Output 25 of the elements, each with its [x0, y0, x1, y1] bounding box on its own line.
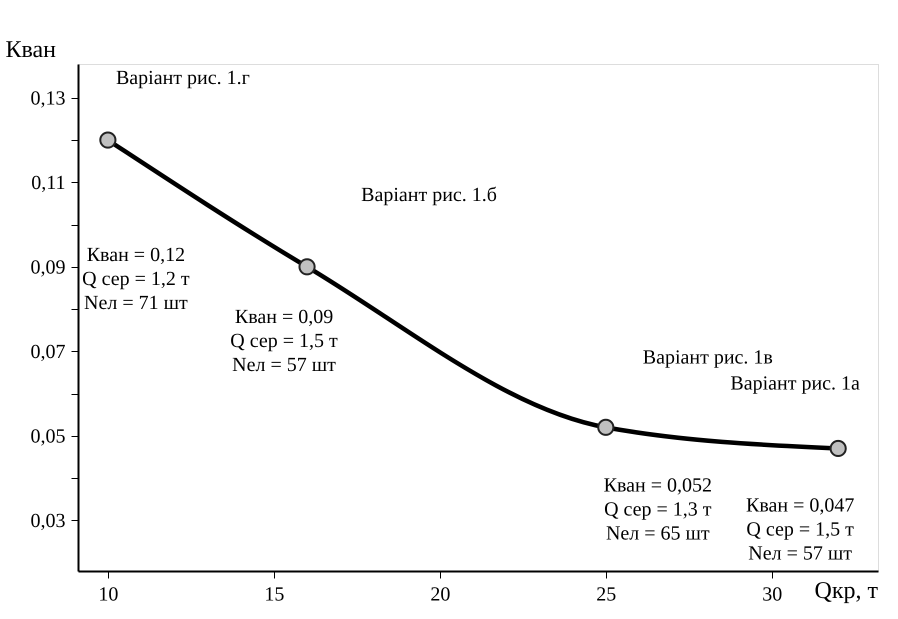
- x-tick-label: 25: [596, 584, 616, 606]
- point: [830, 440, 847, 458]
- annotation: Варіант рис. 1.б: [361, 184, 497, 206]
- x-tick-label: 30: [762, 584, 782, 606]
- x-tick-label: 15: [264, 584, 284, 606]
- y-tick-label: 0,09: [30, 256, 66, 278]
- point: [99, 131, 116, 149]
- annotation: Кван = 0,052 Q сер = 1,3 т Nел = 65 шт: [604, 474, 712, 544]
- y-tick-label: 0,13: [30, 87, 66, 110]
- y-tick-label: 0,03: [30, 510, 66, 532]
- point: [298, 258, 316, 276]
- annotation: Варіант рис. 1а: [730, 372, 860, 394]
- x-tick-label: 10: [98, 584, 118, 606]
- point: [597, 418, 614, 436]
- y-tick-label: 0,07: [30, 340, 66, 363]
- annotation: Варіант рис. 1в: [642, 346, 773, 368]
- y-axis-title: Кван: [5, 37, 56, 63]
- x-tick-label: 20: [430, 584, 450, 606]
- y-tick-label: 0,11: [31, 172, 66, 194]
- annotation: Кван = 0,09 Q сер = 1,5 т Nел = 57 шт: [230, 306, 338, 376]
- annotation: Кван = 0,12 Q сер = 1,2 т Nел = 71 шт: [82, 244, 190, 314]
- annotation: Варіант рис. 1.г: [116, 67, 250, 90]
- annotation: Кван = 0,047 Q сер = 1,5 т Nел = 57 шт: [746, 494, 854, 564]
- x-axis-title: Qкр, т: [814, 578, 879, 604]
- y-tick-label: 0,05: [30, 425, 66, 448]
